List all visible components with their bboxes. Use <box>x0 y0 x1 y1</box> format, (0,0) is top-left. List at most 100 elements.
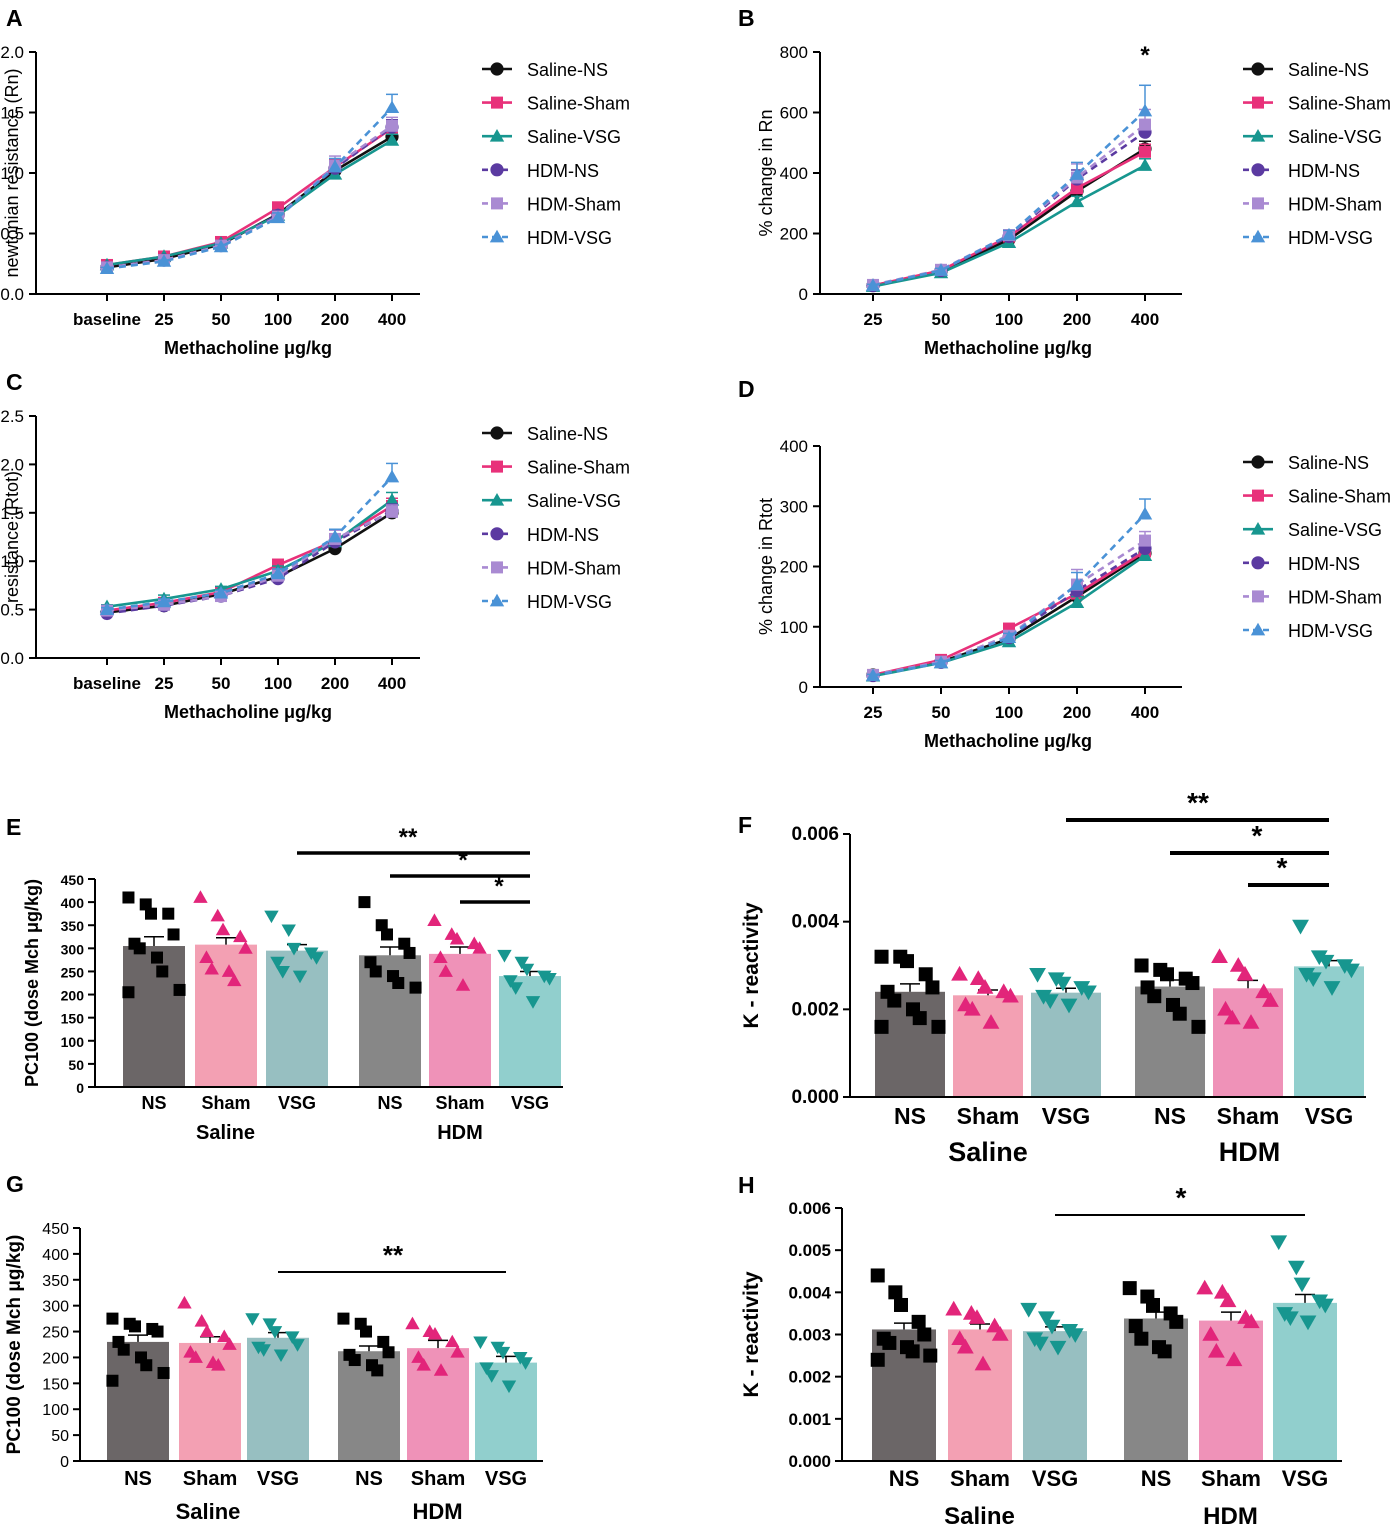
data-point <box>262 1318 277 1331</box>
data-point <box>411 1350 426 1363</box>
bar <box>1273 1302 1337 1461</box>
bar <box>429 953 491 1087</box>
series-line <box>872 547 1146 677</box>
data-point <box>887 993 902 1008</box>
data-point <box>384 133 400 146</box>
significance-bracket: * <box>1248 852 1329 887</box>
x-tick-label: 50 <box>932 703 951 722</box>
legend-label: Saline-VSG <box>1288 127 1382 147</box>
data-point <box>156 254 172 267</box>
series-hdm-sham <box>867 530 1151 681</box>
data-point <box>227 973 242 987</box>
x-category-label: Sham <box>1201 1466 1261 1491</box>
data-point <box>194 1314 209 1327</box>
data-point <box>1020 1302 1038 1318</box>
data-point <box>479 1362 494 1375</box>
y-tick-label: 2.0 <box>0 43 24 62</box>
legend-item-saline-vsg: Saline-VSG <box>1243 127 1382 147</box>
data-point <box>245 1313 260 1326</box>
bar <box>948 1329 1012 1461</box>
data-point <box>1031 1336 1049 1352</box>
bar-group-hdm-ns <box>1122 1281 1188 1461</box>
panel-letter-f: F <box>738 812 752 838</box>
bar <box>499 976 561 1087</box>
y-tick-label: 0.004 <box>788 1283 831 1302</box>
panel-letter-e: E <box>6 814 21 840</box>
series-line <box>872 550 1146 677</box>
data-point <box>99 602 115 615</box>
bar <box>953 995 1023 1097</box>
data-point <box>371 1364 384 1377</box>
data-point <box>1217 1000 1234 1016</box>
x-tick-label: baseline <box>73 674 141 693</box>
legend-marker <box>1250 229 1266 243</box>
panel-letter-h: H <box>738 1172 755 1198</box>
x-tick-label: 100 <box>264 674 292 693</box>
y-axis-label: resistance (Rtot) <box>2 471 22 603</box>
y-tick-label: 350 <box>61 918 85 934</box>
bar <box>1031 992 1101 1097</box>
legend-item-hdm-ns: HDM-NS <box>1243 554 1360 574</box>
data-point <box>1219 1292 1237 1308</box>
significance-bracket: * <box>1170 820 1329 855</box>
data-point <box>508 982 523 995</box>
series-line <box>872 513 1146 677</box>
data-point <box>290 1339 305 1352</box>
data-point <box>384 469 400 483</box>
y-tick-label: 50 <box>68 1057 84 1073</box>
y-tick-label: 250 <box>42 1325 69 1342</box>
legend-label: HDM-VSG <box>527 228 612 248</box>
x-tick-label: 25 <box>155 310 174 329</box>
data-point <box>933 655 949 669</box>
legend-label: HDM-VSG <box>1288 228 1373 248</box>
data-point <box>503 975 518 988</box>
legend-label: Saline-NS <box>1288 60 1369 80</box>
legend-marker <box>490 62 504 76</box>
legend-item-hdm-sham: HDM-Sham <box>482 194 621 214</box>
data-point <box>1060 998 1078 1014</box>
data-point <box>501 1380 517 1394</box>
data-point <box>933 263 949 276</box>
data-point <box>433 1363 449 1376</box>
data-point <box>874 949 889 964</box>
data-point <box>162 907 175 920</box>
data-point <box>1299 1315 1317 1331</box>
significance-bracket: * <box>460 873 530 904</box>
y-tick-label: 0.5 <box>0 601 24 620</box>
legend-label: HDM-Sham <box>527 558 621 578</box>
significance-label: * <box>458 847 468 874</box>
y-tick-label: 300 <box>42 1299 69 1316</box>
y-tick-label: 50 <box>51 1428 69 1445</box>
x-tick-label: 200 <box>321 310 349 329</box>
legend-marker <box>491 96 503 109</box>
group-label-saline: Saline <box>948 1137 1028 1167</box>
legend-marker <box>1252 197 1264 210</box>
y-tick-label: 0.002 <box>788 1368 831 1387</box>
legend-item-saline-ns: Saline-NS <box>482 424 608 444</box>
data-point <box>1047 972 1065 988</box>
significance-label: * <box>1140 42 1150 69</box>
data-point <box>882 1335 897 1350</box>
bar <box>1023 1331 1087 1461</box>
data-point <box>495 1346 511 1360</box>
legend-marker <box>491 197 503 210</box>
legend-item-saline-ns: Saline-NS <box>1243 453 1369 473</box>
data-point <box>386 505 398 518</box>
data-point <box>450 1345 465 1358</box>
y-tick-label: 250 <box>61 964 85 980</box>
y-tick-label: 100 <box>780 618 808 637</box>
legend-item-hdm-vsg: HDM-VSG <box>1243 228 1373 248</box>
data-point <box>1001 227 1017 241</box>
data-point <box>484 1370 499 1383</box>
data-point <box>1071 182 1083 195</box>
significance-bracket: * <box>390 847 530 878</box>
data-point <box>1343 963 1360 979</box>
x-category-label: Sham <box>435 1093 484 1113</box>
x-category-label: VSG <box>1042 1103 1091 1129</box>
series-saline-sham <box>867 143 1151 292</box>
legend-label: Saline-Sham <box>1288 94 1391 114</box>
x-category-label: VSG <box>257 1468 299 1490</box>
x-category-label: VSG <box>511 1093 549 1113</box>
y-axis-label: newtonian resistance (Rn) <box>2 68 22 277</box>
